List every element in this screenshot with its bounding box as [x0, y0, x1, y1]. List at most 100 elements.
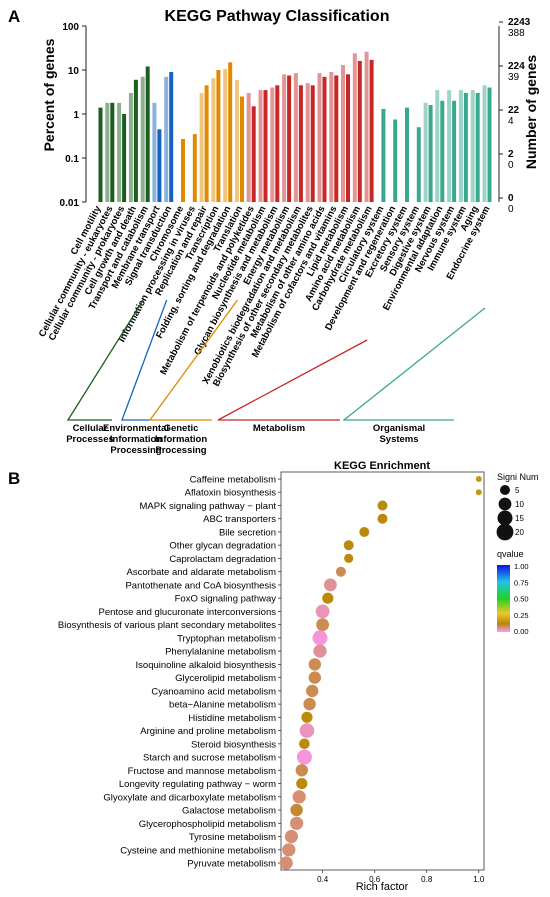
size-legend-label: 15: [515, 514, 524, 523]
bar: [381, 109, 386, 202]
color-legend-title: qvalue: [497, 549, 524, 559]
enrichment-point: [322, 592, 334, 604]
pathway-label: Tyrosine metabolism: [189, 832, 276, 843]
pathway-label: beta−Alanine metabolism: [169, 700, 276, 711]
bar: [263, 90, 268, 202]
bar: [475, 93, 480, 202]
pathway-label: Other glycan degradation: [169, 541, 276, 552]
enrichment-point: [296, 778, 308, 790]
bar: [240, 96, 244, 202]
bar: [364, 51, 369, 203]
group-bracket: [66, 299, 144, 421]
qvalue-colorbar: [497, 565, 510, 632]
size-legend-dot: [496, 523, 514, 541]
right-tick-label-lower: 0: [508, 160, 514, 171]
right-tick-label-upper: 2: [508, 149, 514, 160]
pathway-label: Caffeine metabolism: [190, 475, 277, 486]
enrichment-point: [312, 630, 328, 646]
bar: [428, 105, 433, 202]
pathway-label: Pentose and glucuronate interconversions: [99, 607, 277, 618]
bar: [133, 79, 138, 202]
bar: [287, 75, 292, 202]
panel-b-label: B: [8, 469, 20, 488]
bar: [487, 87, 492, 202]
bar: [181, 139, 185, 202]
bar: [246, 93, 251, 202]
bar: [357, 61, 362, 202]
bar: [341, 65, 345, 202]
size-legend-title: Signi Num: [497, 472, 539, 482]
right-tick-label-upper: 2243: [508, 17, 531, 28]
x-tick-label: 1.0: [473, 875, 485, 884]
bar: [199, 93, 204, 202]
bar: [282, 74, 287, 202]
enrichment-point: [344, 553, 354, 564]
bar: [192, 134, 197, 202]
pathway-label: Fructose and mannose metabolism: [128, 766, 276, 777]
bar: [463, 93, 468, 202]
x-tick-label: 0.8: [421, 875, 433, 884]
color-legend-tick: 0.75: [514, 578, 529, 587]
pathway-label: Glyoxylate and dicarboxylate metabolism: [103, 792, 276, 803]
enrichment-point: [279, 856, 293, 870]
panel-a: A KEGG Pathway Classification Percent of…: [8, 7, 539, 456]
bar: [258, 90, 263, 202]
x-tick-label: 0.6: [369, 875, 381, 884]
bar: [470, 90, 475, 202]
pathway-label: Pantothenate and CoA biosynthesis: [125, 580, 276, 591]
color-legend-tick: 0.00: [514, 627, 529, 636]
enrichment-point: [290, 816, 304, 830]
enrichment-point: [299, 723, 315, 738]
pathway-label: Aflatoxin biosynthesis: [185, 488, 277, 499]
pathway-label: Pyruvate metabolism: [187, 859, 276, 870]
bar: [393, 119, 398, 202]
bar: [447, 90, 452, 202]
enrichment-point: [475, 489, 482, 496]
bar: [423, 102, 428, 202]
bar: [223, 69, 228, 202]
bar: [105, 102, 110, 202]
size-legend-dot: [497, 510, 513, 526]
pathway-label: Histidine metabolism: [188, 713, 276, 724]
bar: [458, 90, 463, 202]
pathway-label: Galactose metabolism: [182, 806, 276, 817]
group-label: Genetic Information Processing: [155, 423, 207, 456]
panel-b-xlabel: Rich factor: [356, 881, 409, 893]
color-legend-tick: 1.00: [514, 562, 529, 571]
bar: [293, 73, 298, 202]
bar: [346, 74, 350, 202]
bar: [317, 73, 322, 202]
bar: [110, 102, 115, 202]
size-legend-label: 10: [515, 500, 524, 509]
bar: [452, 100, 457, 202]
pathway-label: Glycerolipid metabolism: [175, 673, 276, 684]
panel-a-title: KEGG Pathway Classification: [165, 8, 390, 25]
enrichment-point: [324, 578, 337, 592]
bar: [405, 107, 409, 202]
enrichment-point: [299, 738, 310, 750]
pathway-label: Longevity regulating pathway − worm: [119, 779, 276, 790]
panel-a-label: A: [8, 7, 20, 26]
right-tick-label-lower: 39: [508, 72, 520, 83]
right-tick-label-upper: 22: [508, 105, 520, 116]
panel-a-ylabel-right: Number of genes: [523, 55, 539, 170]
pathway-label: Starch and sucrose metabolism: [143, 753, 276, 764]
bar: [152, 102, 157, 202]
pathway-label: Caprolactam degradation: [169, 554, 276, 565]
panel-b-title: KEGG Enrichment: [334, 460, 430, 472]
size-legend-label: 20: [515, 528, 524, 537]
pathway-label: Arginine and proline metabolism: [140, 726, 276, 737]
pathway-label: Tryptophan metabolism: [177, 633, 276, 644]
y-tick-label: 0.01: [60, 198, 80, 209]
size-legend-dot: [500, 485, 510, 495]
panel-a-ylabel: Percent of genes: [41, 38, 57, 151]
y-tick-label: 100: [62, 22, 79, 33]
enrichment-point: [303, 697, 316, 711]
panel-b: B KEGG Enrichment Rich factor 0.4 0.6 0.8 1…: [8, 460, 539, 893]
enrichment-point: [308, 671, 321, 684]
right-tick-label-upper: 224: [508, 61, 525, 72]
color-legend-tick: 0.50: [514, 595, 529, 604]
bar: [211, 78, 216, 202]
pathway-label: MAPK signaling pathway − plant: [139, 501, 276, 512]
bar: [216, 70, 221, 202]
